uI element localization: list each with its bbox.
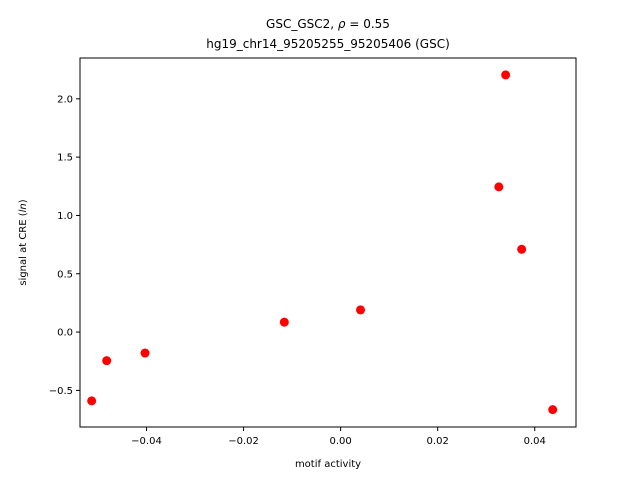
chart-title-line1: GSC_GSC2, ρ = 0.55 [266,17,390,31]
x-tick-label: 0.00 [329,436,351,447]
y-tick-label: 0.0 [57,328,73,339]
y-tick-label: −0.5 [49,386,73,397]
plot-area [87,70,558,415]
data-point-1 [87,396,97,406]
x-tick-label: −0.04 [131,436,162,447]
data-point-3 [140,348,150,358]
x-tick-label: −0.02 [228,436,259,447]
data-point-7 [501,70,511,80]
y-tick-label: 2.0 [57,94,73,105]
y-axis: −0.5 0.0 0.5 1.0 1.5 2.0 [49,94,80,397]
y-tick-label: 0.5 [57,269,73,280]
data-point-2 [102,356,112,366]
y-axis-label: signal at CRE (ln) [18,199,29,285]
data-point-5 [356,305,366,315]
chart-title-line2: hg19_chr14_95205255_95205406 (GSC) [206,37,450,51]
y-tick-label: 1.5 [57,153,73,164]
x-axis: −0.04 −0.02 0.00 0.02 0.04 [131,427,546,447]
data-point-6 [494,182,504,192]
y-tick-label: 1.0 [57,211,73,222]
data-point-4 [279,317,289,327]
data-point-9 [548,405,558,415]
x-tick-label: 0.04 [524,436,546,447]
x-axis-label: motif activity [295,459,361,470]
axes-frame [79,57,577,428]
data-point-8 [517,244,527,254]
x-tick-label: 0.02 [427,436,449,447]
